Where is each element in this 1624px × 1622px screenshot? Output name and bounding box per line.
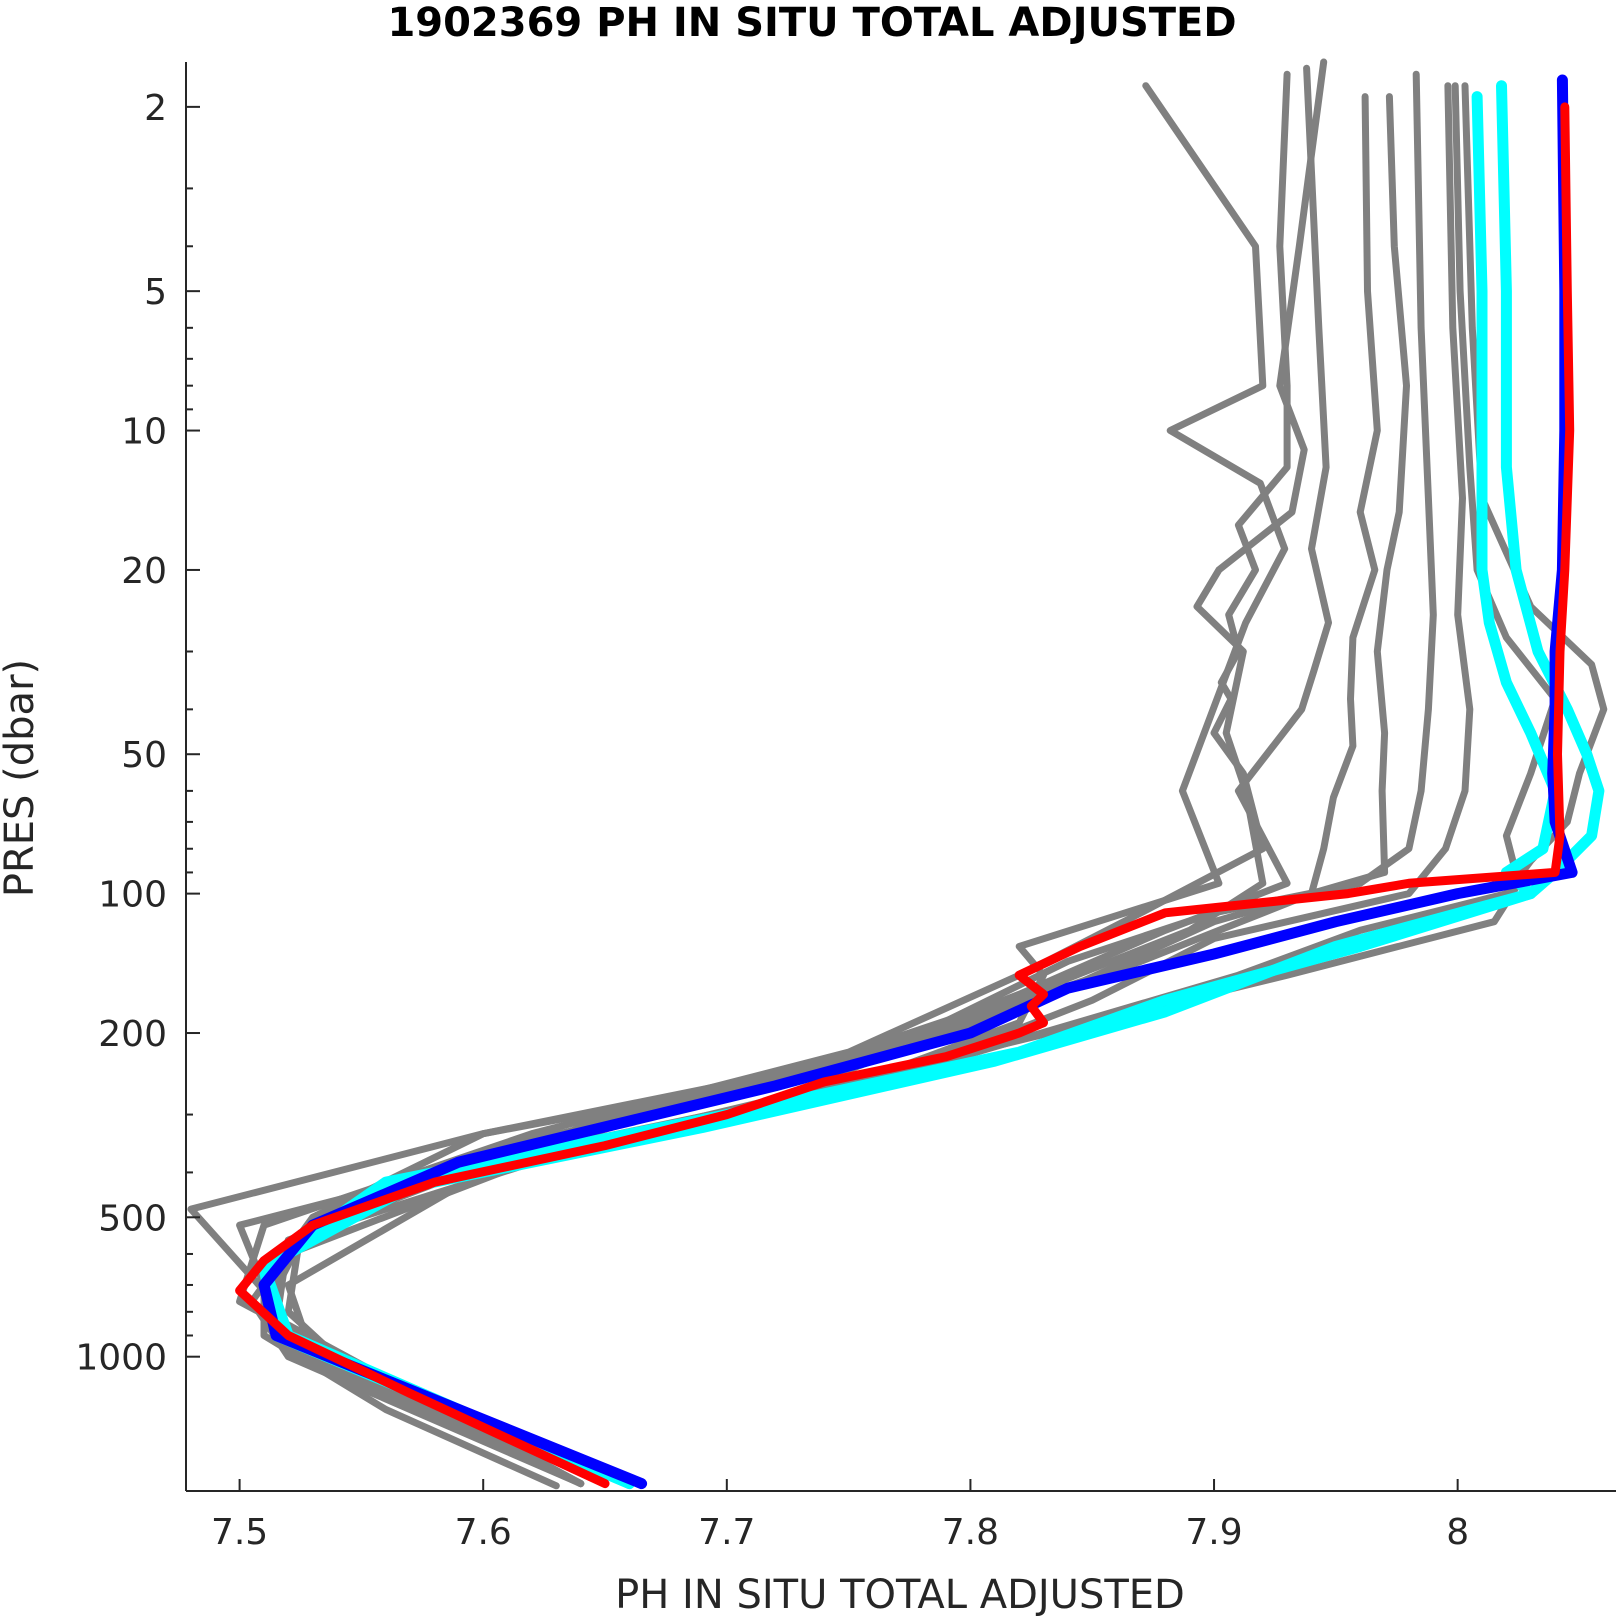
axes — [185, 62, 1616, 1492]
x-tick-label: 7.6 — [455, 1512, 512, 1553]
profile-line-14 — [235, 102, 1575, 1489]
y-tick-label: 100 — [98, 875, 167, 916]
plot-lines — [187, 58, 1608, 1490]
profile-line-5 — [272, 93, 1381, 1488]
profile-line-4 — [248, 64, 1332, 1488]
profile-line-13 — [258, 74, 1578, 1490]
x-ticks: 7.5 7.6 7.7 7.8 7.9 8 — [211, 1479, 1469, 1553]
x-tick-label: 7.5 — [211, 1512, 268, 1553]
profile-line-11 — [258, 91, 1561, 1490]
y-tick-label: 1000 — [75, 1338, 167, 1379]
y-ticks: 2 5 10 20 50 100 200 500 1000 — [75, 88, 200, 1379]
y-tick-label: 2 — [144, 88, 167, 129]
y-tick-label: 500 — [98, 1198, 167, 1239]
profile-line-10 — [260, 82, 1608, 1488]
x-tick-label: 7.8 — [942, 1512, 999, 1553]
chart-title: 1902369 PH IN SITU TOTAL ADJUSTED — [387, 0, 1236, 46]
y-tick-label: 200 — [98, 1014, 167, 1055]
profile-line-8 — [284, 82, 1474, 1488]
y-tick-label: 5 — [144, 272, 167, 313]
x-axis-label: PH IN SITU TOTAL ADJUSTED — [615, 1572, 1185, 1618]
x-tick-label: 7.9 — [1185, 1512, 1242, 1553]
profile-line-9 — [260, 82, 1559, 1488]
profile-line-3 — [236, 70, 1291, 1488]
x-tick-label: 7.7 — [698, 1512, 755, 1553]
x-tick-label: 8 — [1446, 1512, 1469, 1553]
y-tick-label: 50 — [121, 735, 167, 776]
profile-line-1 — [236, 82, 1289, 1490]
y-tick-label: 20 — [121, 551, 167, 592]
profile-line-2 — [187, 58, 1328, 1488]
profile-line-6 — [284, 93, 1410, 1488]
y-tick-label: 10 — [121, 412, 167, 453]
y-axis-label: PRES (dbar) — [0, 659, 43, 897]
